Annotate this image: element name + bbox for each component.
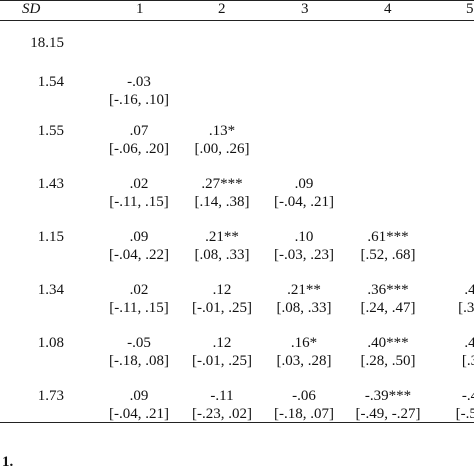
sd-value: 1.55 (37, 123, 64, 139)
confidence-interval: [-.04, .21] (274, 194, 334, 210)
correlation-coefficient: -.06 (292, 388, 316, 404)
confidence-interval: [-.23, .02] (192, 406, 252, 422)
correlation-cell: -.05 [-.18, .08] (79, 336, 199, 369)
confidence-interval: [-.04, .21] (109, 406, 169, 422)
confidence-interval: [-.18, .07] (274, 406, 334, 422)
correlation-coefficient: .02 (129, 176, 149, 192)
confidence-interval: [-.01, .25] (192, 300, 252, 316)
correlation-coefficient: -.11 (210, 388, 234, 404)
correlation-cell: .4[.3 (410, 336, 474, 369)
correlation-cell: .27*** [.14, .38] (162, 177, 282, 210)
confidence-interval: [-.11, .15] (109, 194, 169, 210)
correlation-coefficient: .09 (129, 229, 149, 245)
confidence-interval: [-.06, .20] (109, 141, 169, 157)
correlation-cell: .16* [.03, .28] (244, 336, 364, 369)
confidence-interval: [.3 (461, 353, 474, 369)
correlation-coefficient: .27*** (201, 176, 243, 192)
correlation-cell: .09 [-.04, .21] (79, 389, 199, 422)
correlation-cell: .40*** [.28, .50] (328, 336, 448, 369)
correlation-cell: .02 [-.11, .15] (79, 283, 199, 316)
confidence-interval: [.52, .68] (360, 247, 416, 263)
confidence-interval: [-.52 (455, 406, 474, 422)
correlation-cell: .10 [-.03, .23] (244, 230, 364, 263)
correlation-cell: .07 [-.06, .20] (79, 124, 199, 157)
confidence-interval: [-.18, .08] (109, 353, 169, 369)
correlation-coefficient: -.4 (461, 388, 474, 404)
table-footnote: 1. (2, 454, 14, 470)
sd-value: 18.15 (30, 35, 64, 51)
correlation-coefficient: .12 (212, 335, 232, 351)
confidence-interval: [.03, .28] (276, 353, 332, 369)
correlation-coefficient: .21** (205, 229, 239, 245)
correlation-cell: .02 [-.11, .15] (79, 177, 199, 210)
correlation-coefficient: .10 (294, 229, 314, 245)
sd-value: 1.15 (37, 229, 64, 245)
correlation-coefficient: .16* (290, 335, 318, 351)
correlation-cell: -.06 [-.18, .07] (244, 389, 364, 422)
correlation-coefficient: .02 (129, 282, 149, 298)
confidence-interval: [-.03, .23] (274, 247, 334, 263)
confidence-interval: [.08, .33] (194, 247, 250, 263)
header-col-4: 4 (384, 1, 392, 17)
sd-value: 1.43 (37, 176, 64, 192)
correlation-coefficient: .13* (208, 123, 236, 139)
correlation-coefficient: .12 (212, 282, 232, 298)
correlation-cell: -.03 [-.16, .10] (79, 75, 199, 108)
correlation-cell: .13* [.00, .26] (162, 124, 282, 157)
correlation-coefficient: .21** (287, 282, 321, 298)
sd-value: 1.73 (37, 388, 64, 404)
correlation-coefficient: .09 (129, 388, 149, 404)
correlation-coefficient: .4 (464, 282, 474, 298)
confidence-interval: [.24, .47] (360, 300, 416, 316)
confidence-interval: [-.04, .22] (109, 247, 169, 263)
table-top-rule (0, 0, 474, 1)
correlation-cell: .21** [.08, .33] (244, 283, 364, 316)
confidence-interval: [-.49, -.27] (355, 406, 421, 422)
sd-value: 1.08 (37, 335, 64, 351)
correlation-cell: .4 [.30 (410, 283, 474, 316)
correlation-coefficient: .36*** (367, 282, 409, 298)
correlation-cell: -.4 [-.52 (410, 389, 474, 422)
confidence-interval: [-.16, .10] (109, 92, 169, 108)
table-bottom-rule (0, 422, 474, 423)
correlation-coefficient: -.05 (127, 335, 151, 351)
correlation-cell: .12 [-.01, .25] (162, 336, 282, 369)
header-col-1: 1 (136, 1, 144, 17)
correlation-cell: .09 [-.04, .21] (244, 177, 364, 210)
correlation-coefficient: -.03 (127, 74, 151, 90)
confidence-interval: [.30 (458, 300, 474, 316)
correlation-coefficient: -.39*** (364, 388, 412, 404)
confidence-interval: [-.11, .15] (109, 300, 169, 316)
confidence-interval: [.08, .33] (276, 300, 332, 316)
confidence-interval: [-.01, .25] (192, 353, 252, 369)
correlation-coefficient: .40*** (367, 335, 409, 351)
correlation-cell: .61*** [.52, .68] (328, 230, 448, 263)
correlation-coefficient: .61*** (367, 229, 409, 245)
header-sd: SD (22, 1, 41, 17)
sd-value: 1.34 (37, 282, 64, 298)
header-col-2: 2 (218, 1, 226, 17)
confidence-interval: [.14, .38] (194, 194, 250, 210)
correlation-cell: .36*** [.24, .47] (328, 283, 448, 316)
sd-value: 1.54 (37, 74, 64, 90)
header-col-5: 5 (466, 1, 474, 17)
header-rule (0, 20, 474, 21)
correlation-cell: .21** [.08, .33] (162, 230, 282, 263)
correlation-coefficient: .09 (294, 176, 314, 192)
correlation-cell: -.11 [-.23, .02] (162, 389, 282, 422)
confidence-interval: [.28, .50] (360, 353, 416, 369)
correlation-cell: .09 [-.04, .22] (79, 230, 199, 263)
correlation-coefficient: .4 (464, 335, 474, 351)
header-col-3: 3 (301, 1, 309, 17)
correlation-coefficient: .07 (129, 123, 149, 139)
correlation-cell: -.39*** [-.49, -.27] (328, 389, 448, 422)
correlation-cell: .12 [-.01, .25] (162, 283, 282, 316)
confidence-interval: [.00, .26] (194, 141, 250, 157)
